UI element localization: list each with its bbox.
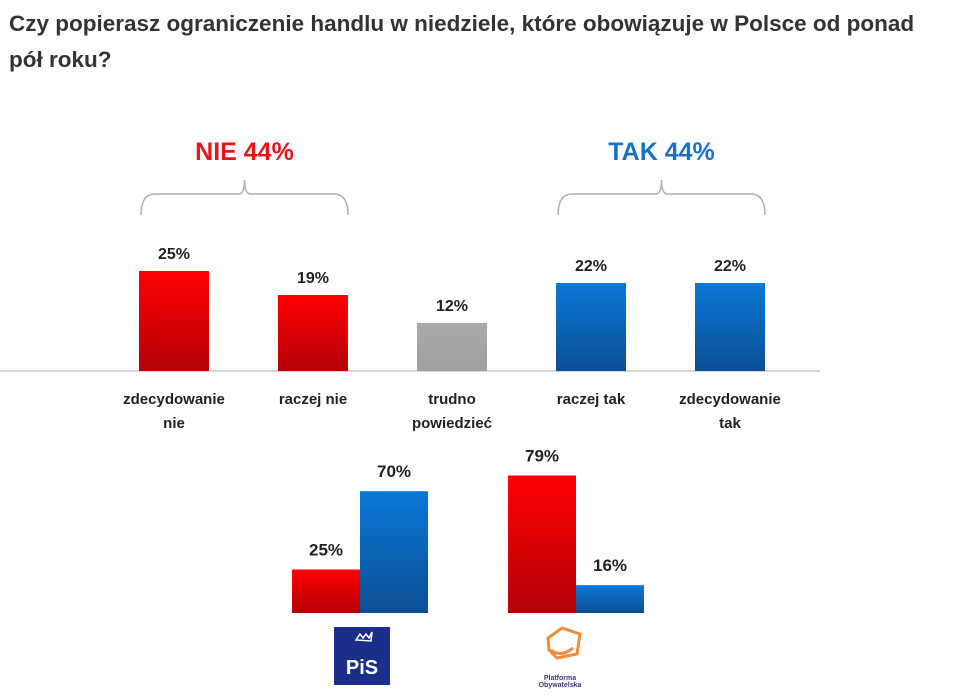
data-label: 70% xyxy=(377,462,411,481)
pis-logo: PiS xyxy=(334,627,390,685)
bar xyxy=(278,295,348,371)
bar xyxy=(508,475,576,613)
bar xyxy=(417,323,487,371)
category-label: trudno xyxy=(428,391,475,408)
data-label: 25% xyxy=(158,246,190,263)
group-bracket xyxy=(557,179,766,216)
svg-text:Platforma: Platforma xyxy=(544,675,576,682)
bar xyxy=(576,585,644,613)
data-label: 19% xyxy=(297,270,329,287)
bar xyxy=(360,491,428,613)
bar xyxy=(139,271,209,371)
bar xyxy=(695,283,765,371)
svg-text:Obywatelska: Obywatelska xyxy=(539,682,582,689)
platforma-obywatelska-logo: Platforma Obywatelska xyxy=(539,626,582,689)
category-label: tak xyxy=(719,415,741,432)
category-label: raczej nie xyxy=(279,391,347,408)
category-label: powiedzieć xyxy=(412,415,492,432)
category-label: raczej tak xyxy=(557,391,626,408)
bar xyxy=(556,283,626,371)
chart-title: Czy popierasz ograniczenie handlu w nied… xyxy=(9,11,915,72)
data-label: 25% xyxy=(309,541,343,560)
data-label: 22% xyxy=(575,258,607,275)
bar xyxy=(292,569,360,613)
group-bracket xyxy=(140,179,349,216)
data-label: 79% xyxy=(525,447,559,466)
group-label: TAK 44% xyxy=(608,138,715,166)
group-label: NIE 44% xyxy=(195,138,294,166)
svg-text:PiS: PiS xyxy=(346,657,378,679)
data-label: 12% xyxy=(436,298,468,315)
category-label: zdecydowanie xyxy=(123,391,225,408)
category-label: zdecydowanie xyxy=(679,391,781,408)
category-label: nie xyxy=(163,415,185,432)
data-label: 22% xyxy=(714,258,746,275)
data-label: 16% xyxy=(593,556,627,575)
